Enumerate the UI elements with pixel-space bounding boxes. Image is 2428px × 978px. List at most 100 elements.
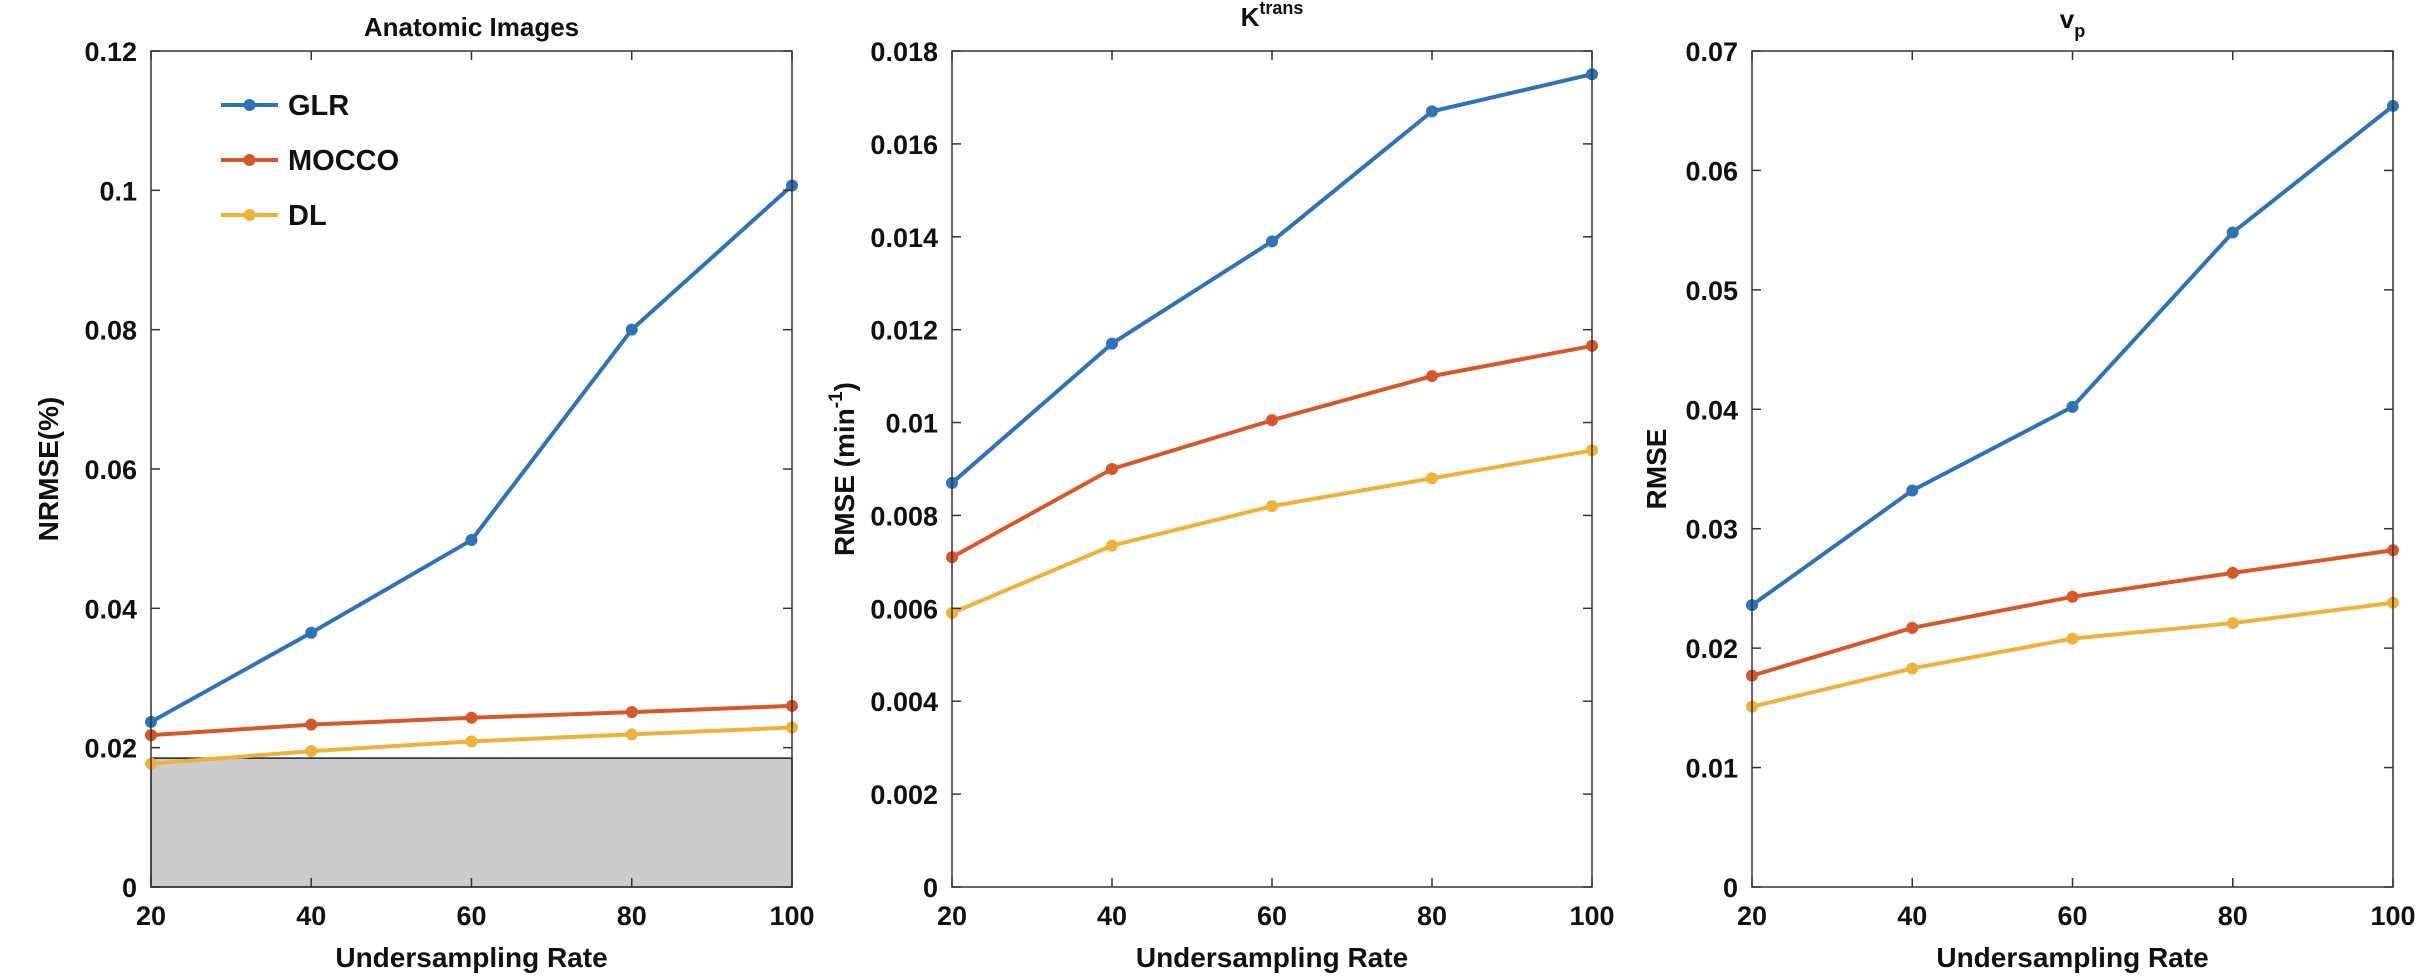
title-main: K (1241, 2, 1260, 32)
x-tick-label: 20 (937, 901, 967, 931)
y-tick-label: 0 (923, 873, 938, 903)
data-point-dl-60 (2067, 633, 2079, 645)
ylabel-superscript: -1 (826, 391, 847, 408)
x-tick-label: 80 (617, 901, 647, 931)
data-point-glr-40 (1906, 484, 1918, 496)
ylabel-suffix: ) (829, 382, 860, 391)
y-tick-label: 0.06 (1685, 156, 1738, 186)
y-tick-label: 0.01 (885, 409, 938, 439)
y-tick-label: 0.07 (1685, 37, 1738, 67)
series-line-glr (151, 185, 792, 721)
ticks-layer: 20 40 60 80 100 0 0.002 0.004 0.006 0.008 0.01 0.01… (870, 37, 1614, 931)
y-axis-label: NRMSE(%) (33, 397, 64, 542)
legend-label-dl: DL (288, 200, 327, 232)
y-tick-label: 0.014 (870, 223, 938, 253)
data-point-dl-80 (626, 728, 638, 740)
title-superscript: trans (1259, 0, 1303, 18)
data-point-mocco-80 (626, 706, 638, 718)
y-tick-label: 0.05 (1685, 276, 1738, 306)
x-tick-label: 20 (1737, 901, 1767, 931)
data-point-dl-40 (305, 745, 317, 757)
series-layer (946, 68, 1598, 619)
x-tick-label: 20 (136, 901, 166, 931)
data-point-dl-80 (1426, 472, 1438, 484)
y-tick-label: 0.1 (99, 176, 137, 206)
x-tick-label: 80 (2218, 901, 2248, 931)
ticks-layer: 20 40 60 80 100 0 0.01 0.02 0.03 0.04 0.05 0.06 0.07 (1685, 37, 2415, 931)
legend-label-glr: GLR (288, 90, 349, 122)
data-point-mocco-40 (1906, 622, 1918, 634)
y-tick-label: 0.002 (870, 780, 938, 810)
data-point-glr-40 (1106, 338, 1118, 350)
chart-panel-ktrans: 20 40 60 80 10000.0020.0040.0060.0080.010.01… (826, 0, 1615, 973)
chart-panel-vp: 20 40 60 80 10000.010.020.030.040.050.060.07… (1641, 4, 2416, 973)
shaded-region (151, 758, 792, 887)
title-subscript: p (2074, 21, 2085, 41)
ylabel-main: RMSE (min (829, 408, 860, 556)
y-axis-label: RMSE (1641, 429, 1672, 510)
data-point-glr-40 (305, 627, 317, 639)
y-tick-label: 0 (1723, 873, 1738, 903)
data-point-glr-60 (1266, 235, 1278, 247)
series-line-dl (952, 450, 1592, 613)
y-axis-label: RMSE (min-1) (826, 382, 860, 556)
data-point-mocco-60 (2067, 591, 2079, 603)
y-tick-label: 0.12 (84, 37, 137, 67)
data-point-dl-40 (1906, 662, 1918, 674)
series-line-glr (1752, 106, 2393, 605)
x-tick-label: 60 (2057, 901, 2087, 931)
x-tick-label: 40 (1897, 901, 1927, 931)
y-tick-label: 0.012 (870, 316, 938, 346)
series-layer (145, 179, 798, 769)
chart-panel-anatomic-images: 20 40 60 80 100 0 0.02 0.04 0.06 0.08 0.1 0.12 Anat… (33, 12, 815, 973)
title-main: v (2060, 4, 2075, 34)
y-tick-label: 0.006 (870, 594, 938, 624)
data-point-dl-60 (1266, 500, 1278, 512)
x-tick-label: 60 (456, 901, 486, 931)
x-axis-label: Undersampling Rate (1136, 942, 1408, 973)
data-point-mocco-40 (1106, 463, 1118, 475)
series-line-dl (1752, 603, 2393, 707)
x-axis-label: Undersampling Rate (335, 942, 607, 973)
legend-marker-dl (244, 209, 256, 221)
chart-title: Anatomic Images (364, 12, 579, 42)
legend-marker-mocco (244, 154, 256, 166)
y-tick-label: 0.004 (870, 687, 938, 717)
x-axis-label: Undersampling Rate (1936, 942, 2208, 973)
data-point-mocco-60 (1266, 414, 1278, 426)
data-point-glr-60 (466, 534, 478, 546)
legend-label-mocco: MOCCO (288, 145, 399, 177)
x-tick-label: 40 (1097, 901, 1127, 931)
legend-marker-glr (244, 99, 256, 111)
y-tick-label: 0.016 (870, 130, 938, 160)
x-tick-label: 60 (1257, 901, 1287, 931)
x-tick-label: 40 (296, 901, 326, 931)
data-point-mocco-40 (305, 719, 317, 731)
data-point-glr-80 (1426, 105, 1438, 117)
chart-title: vp (2060, 4, 2085, 41)
x-tick-label: 80 (1417, 901, 1447, 931)
data-point-glr-60 (2067, 401, 2079, 413)
data-point-mocco-80 (2227, 567, 2239, 579)
series-line-mocco (1752, 550, 2393, 675)
figure: 20 40 60 80 100 0 0.02 0.04 0.06 0.08 0.1 0.12 Anat… (0, 0, 2428, 978)
data-point-dl-60 (466, 735, 478, 747)
y-tick-label: 0.06 (84, 455, 137, 485)
y-tick-label: 0.03 (1685, 515, 1738, 545)
y-tick-label: 0.04 (84, 594, 137, 624)
y-tick-label: 0.01 (1685, 754, 1738, 784)
y-tick-label: 0 (122, 873, 137, 903)
data-point-mocco-60 (466, 712, 478, 724)
y-tick-label: 0.04 (1685, 395, 1738, 425)
data-point-glr-80 (626, 324, 638, 336)
y-tick-label: 0.02 (84, 734, 137, 764)
y-tick-label: 0.08 (84, 316, 137, 346)
data-point-dl-80 (2227, 617, 2239, 629)
x-tick-label: 100 (1569, 901, 1614, 931)
plot-frame (1752, 51, 2393, 887)
chart-title: Ktrans (1241, 0, 1304, 32)
series-layer (1746, 100, 2399, 713)
legend: GLR MOCCO DL (181, 75, 399, 245)
x-tick-label: 100 (2370, 901, 2415, 931)
data-point-mocco-80 (1426, 370, 1438, 382)
